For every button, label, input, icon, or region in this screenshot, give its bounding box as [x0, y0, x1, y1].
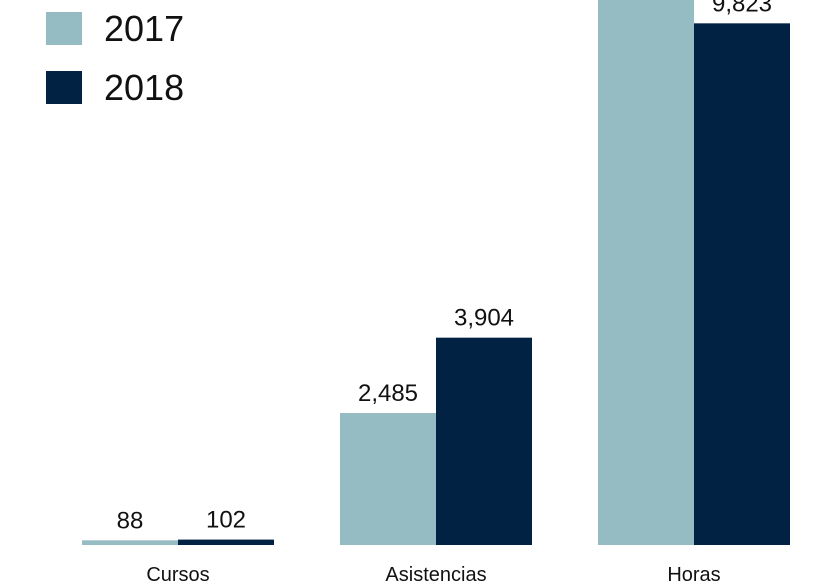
- bar-2017-asistencias: [340, 413, 436, 545]
- bar-2017-cursos: [82, 540, 178, 545]
- category-label-asistencias: Asistencias: [385, 564, 486, 585]
- value-label-2018-asistencias: 3,904: [454, 305, 514, 332]
- bars: [82, 0, 790, 545]
- value-labels: 88 102 2,485 3,904 9,823: [117, 0, 772, 534]
- bar-2018-asistencias: [436, 337, 532, 545]
- bar-2017-horas: [598, 0, 694, 545]
- legend-label-2018: 2018: [104, 67, 184, 108]
- value-label-2018-horas: 9,823: [712, 0, 772, 17]
- value-label-2017-cursos: 88: [117, 507, 144, 534]
- legend-label-2017: 2017: [104, 8, 184, 49]
- value-label-2017-asistencias: 2,485: [358, 380, 418, 407]
- value-label-2018-cursos: 102: [206, 507, 246, 534]
- legend-swatch-2018: [46, 71, 82, 104]
- bar-2018-horas: [694, 23, 790, 545]
- category-labels: Cursos Asistencias Horas: [146, 564, 720, 585]
- bar-2018-cursos: [178, 539, 274, 545]
- legend: 2017 2018: [46, 8, 184, 108]
- category-label-cursos: Cursos: [146, 564, 209, 585]
- legend-swatch-2017: [46, 12, 82, 45]
- category-label-horas: Horas: [667, 564, 720, 585]
